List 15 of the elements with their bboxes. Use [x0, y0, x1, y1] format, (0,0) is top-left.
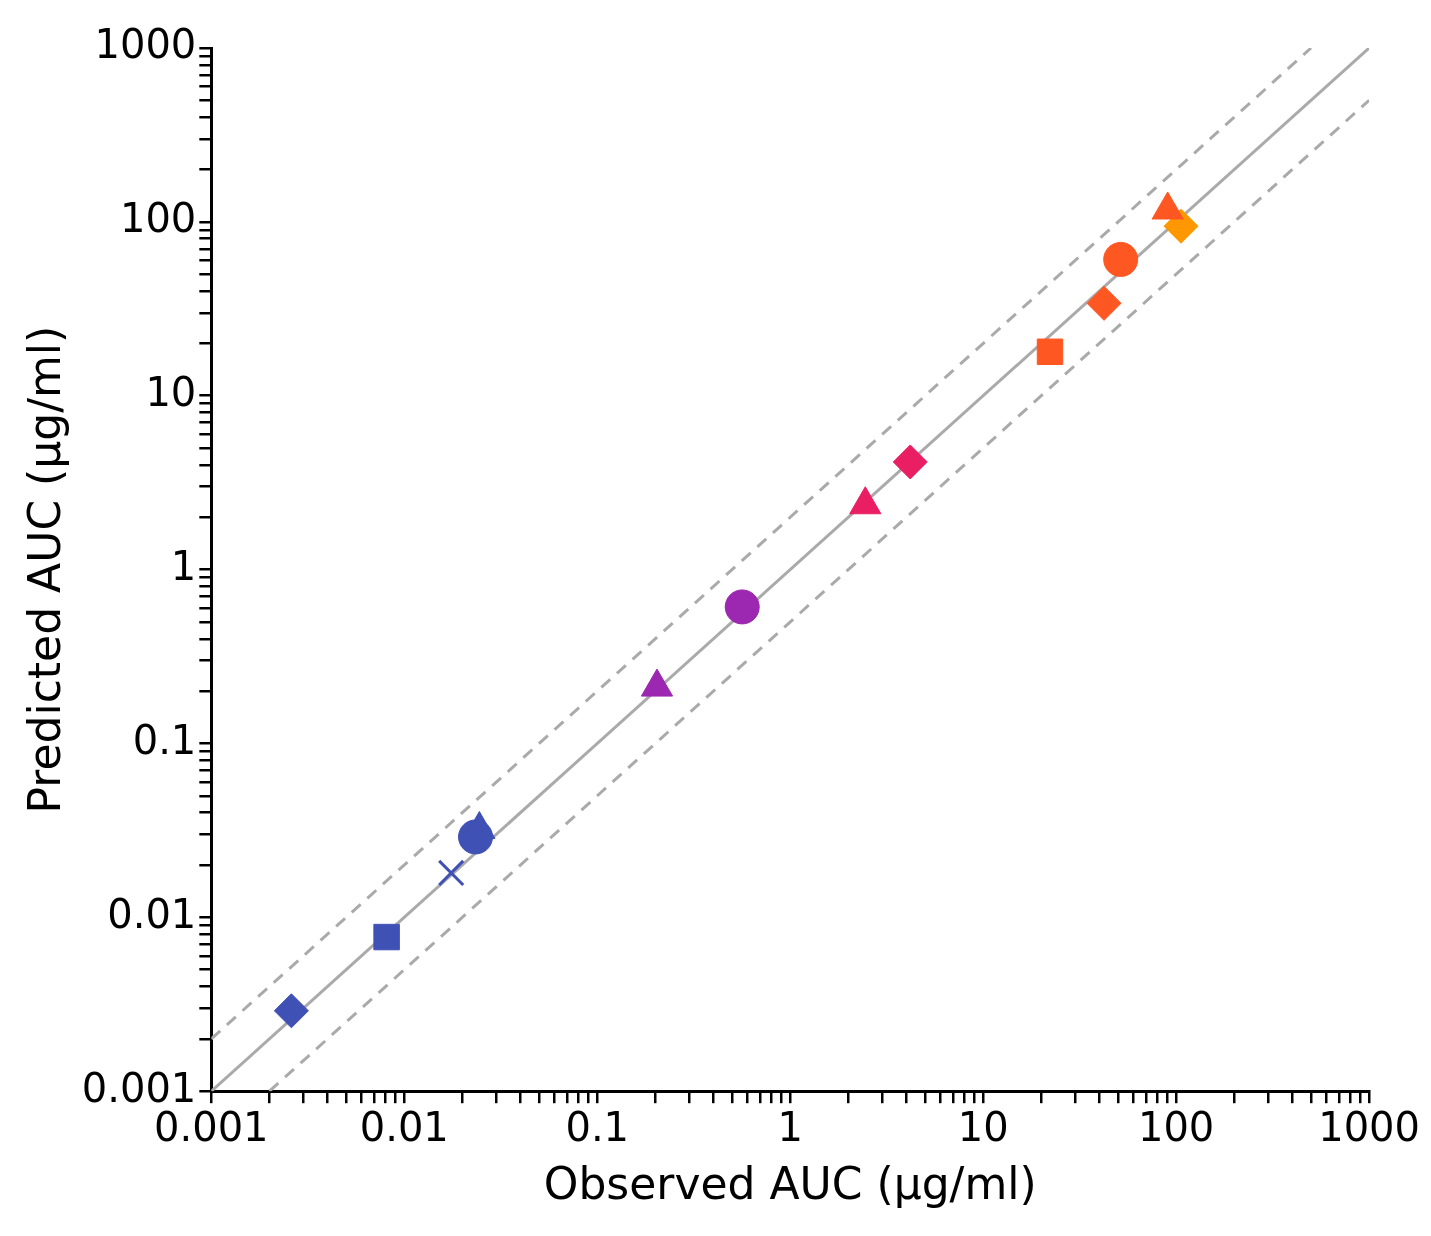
y-axis-title: Predicted AUC (µg/ml): [18, 325, 70, 814]
x-tick-label: 0.01: [359, 1103, 449, 1150]
y-tick-label: 1000: [94, 21, 197, 68]
x-tick-label: 1000: [1318, 1103, 1420, 1150]
y-tick-label: 10: [145, 369, 197, 416]
y-tick-label: 1: [170, 542, 197, 589]
y-tick-label: 100: [119, 195, 197, 242]
y-tick-label: 0.01: [107, 890, 197, 937]
x-tick-label: 0.1: [565, 1103, 630, 1150]
x-tick-label: 10: [957, 1103, 1009, 1150]
x-tick-label: 1: [777, 1103, 803, 1150]
y-tick-label: 0.1: [132, 716, 197, 763]
x-tick-label: 100: [1137, 1103, 1215, 1150]
y-tick-label: 0.001: [81, 1064, 197, 1111]
x-axis-title: Observed AUC (µg/ml): [543, 1158, 1037, 1210]
